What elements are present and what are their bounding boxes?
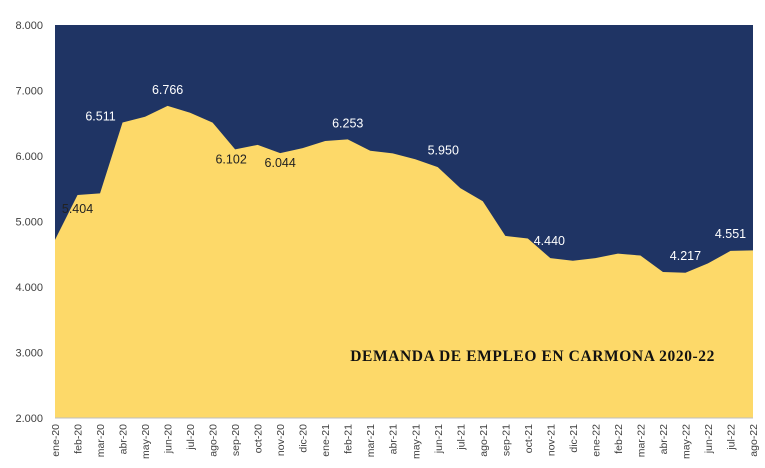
x-tick-label: oct-20 — [253, 424, 265, 453]
x-tick-label: ene-22 — [590, 424, 602, 457]
x-tick-label: ago-21 — [478, 424, 490, 457]
x-tick-label: sep-21 — [500, 424, 512, 456]
data-label: 5.950 — [428, 143, 459, 157]
x-tick-label: feb-21 — [343, 424, 355, 454]
x-tick-label: oct-21 — [523, 424, 535, 453]
x-tick-label: ene-20 — [50, 424, 62, 457]
y-axis: 2.000 3.000 4.000 5.000 6.000 7.000 8.000 — [15, 20, 753, 425]
x-tick-label: may-22 — [680, 424, 692, 459]
x-tick-label: feb-22 — [613, 424, 625, 454]
data-label: 6.766 — [152, 83, 183, 97]
data-label: 6.511 — [85, 110, 115, 124]
x-tick-label: ago-22 — [748, 424, 760, 457]
x-tick-label: ago-20 — [208, 424, 220, 457]
data-label: 4.551 — [715, 227, 746, 241]
data-label: 4.440 — [534, 234, 565, 248]
area-fill — [55, 105, 753, 418]
x-tick-label: ene-21 — [320, 424, 332, 457]
y-tick-label: 5.000 — [15, 217, 43, 229]
x-tick-label: feb-20 — [73, 424, 85, 454]
x-tick-label: may-21 — [410, 424, 422, 459]
x-tick-label: jul-21 — [455, 424, 467, 451]
x-tick-label: dic-20 — [298, 424, 310, 453]
x-tick-label: jul-22 — [725, 424, 737, 451]
x-tick-label: abr-22 — [658, 424, 670, 455]
x-tick-label: nov-21 — [545, 424, 557, 456]
data-label: 4.217 — [670, 249, 701, 263]
x-axis: ene-20 feb-20 mar-20 abr-20 may-20 jun-20 jul-… — [50, 424, 760, 459]
y-tick-label: 2.000 — [15, 413, 43, 425]
y-tick-label: 4.000 — [15, 282, 43, 294]
x-tick-label: jun-20 — [163, 424, 175, 454]
x-tick-label: jun-21 — [433, 424, 445, 454]
x-tick-label: nov-20 — [275, 424, 287, 456]
x-tick-label: jun-22 — [703, 424, 715, 454]
y-tick-label: 7.000 — [15, 86, 43, 98]
x-tick-label: mar-22 — [635, 424, 647, 457]
x-tick-label: abr-20 — [118, 424, 130, 455]
data-label: 6.253 — [332, 116, 363, 130]
x-tick-label: abr-21 — [388, 424, 400, 455]
y-tick-label: 3.000 — [15, 348, 43, 360]
data-label: 6.044 — [265, 156, 296, 170]
data-labels: 5.404 6.511 6.766 6.102 6.044 6.253 5.950 4.440… — [62, 83, 746, 263]
x-tick-label: sep-20 — [230, 424, 242, 456]
x-tick-label: dic-21 — [568, 424, 580, 453]
x-tick-label: mar-21 — [365, 424, 377, 457]
x-tick-label: jul-20 — [185, 424, 197, 451]
x-tick-label: mar-20 — [95, 424, 107, 457]
y-tick-label: 6.000 — [15, 151, 43, 163]
data-label: 6.102 — [215, 152, 246, 166]
data-label: 5.404 — [62, 202, 93, 216]
chart-title: DEMANDA DE EMPLEO EN CARMONA 2020-22 — [350, 348, 715, 365]
y-tick-label: 8.000 — [15, 20, 43, 32]
area-series — [55, 105, 753, 418]
x-tick-label: may-20 — [140, 424, 152, 459]
